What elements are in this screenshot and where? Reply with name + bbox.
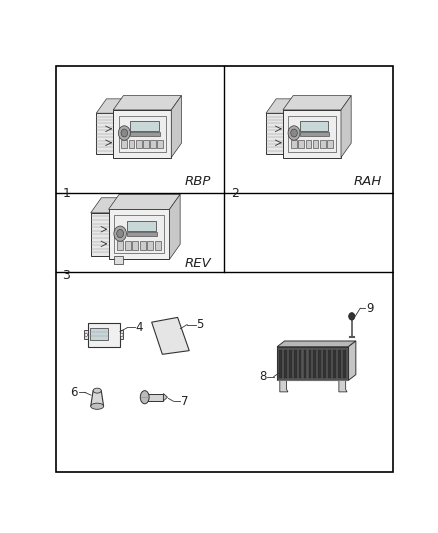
Polygon shape [171,95,181,158]
Polygon shape [96,99,126,113]
Bar [313,140,318,148]
Bar [114,256,123,264]
Bar [298,140,304,148]
Bar [114,215,164,253]
Text: 5: 5 [196,318,204,331]
Text: 9: 9 [366,302,374,314]
Polygon shape [91,198,122,213]
Bar [119,116,166,152]
Bar [140,241,146,249]
Bar [333,350,336,377]
Bar [132,241,138,249]
Bar [328,350,331,377]
Bar [314,350,316,377]
Bar [320,140,325,148]
Text: 8: 8 [259,370,266,383]
Bar [300,132,329,135]
Bar [150,140,156,148]
Bar [125,241,131,249]
Bar [131,132,160,135]
Ellipse shape [93,388,101,393]
Bar [279,350,282,377]
Bar [288,116,336,152]
Polygon shape [280,381,288,392]
Polygon shape [163,393,167,401]
Bar [88,322,120,347]
Polygon shape [152,317,189,354]
Circle shape [349,313,355,320]
Bar [291,140,297,148]
Polygon shape [266,113,286,154]
Circle shape [117,229,124,238]
Bar [155,241,161,249]
Bar [289,350,292,377]
Polygon shape [283,110,341,158]
Circle shape [120,333,123,336]
Bar [300,121,328,131]
Polygon shape [277,341,356,347]
Text: REV: REV [184,257,211,270]
Bar [85,330,88,340]
Text: 1: 1 [62,187,70,200]
Ellipse shape [140,391,149,404]
Bar [136,140,141,148]
Bar [299,350,301,377]
Text: 6: 6 [71,386,78,399]
Bar [323,350,326,377]
Bar [147,241,153,249]
Circle shape [85,333,88,336]
Text: 4: 4 [135,321,143,334]
Polygon shape [96,113,116,154]
Bar [343,350,346,377]
Polygon shape [113,110,171,158]
Bar [318,350,321,377]
Bar [284,350,287,377]
Polygon shape [109,209,170,260]
Bar [90,328,109,341]
Polygon shape [283,95,351,110]
Bar [146,393,163,401]
Bar [117,241,123,249]
Bar [277,347,348,381]
Bar [127,232,157,236]
Circle shape [118,126,130,140]
Ellipse shape [91,403,104,409]
Bar [304,350,306,377]
Bar [129,140,134,148]
Bar [131,121,159,131]
Text: 2: 2 [231,187,239,200]
Polygon shape [341,95,351,158]
Polygon shape [113,95,181,110]
Polygon shape [91,391,104,406]
Bar [306,140,311,148]
Polygon shape [91,213,111,256]
Polygon shape [339,381,347,392]
Polygon shape [266,99,296,113]
Circle shape [288,126,300,140]
Text: RBP: RBP [184,175,211,188]
Text: 3: 3 [62,269,70,282]
Circle shape [291,129,297,137]
Bar [294,350,297,377]
Bar [338,350,341,377]
Text: 7: 7 [181,395,188,408]
Circle shape [114,226,127,241]
Bar [143,140,149,148]
Bar [308,350,311,377]
Polygon shape [170,195,180,260]
Circle shape [121,129,127,137]
Polygon shape [348,341,356,381]
Bar [157,140,163,148]
Bar [121,140,127,148]
Polygon shape [109,195,180,209]
Bar [127,221,156,231]
Bar [327,140,333,148]
Bar [120,330,124,340]
Text: RAH: RAH [353,175,381,188]
